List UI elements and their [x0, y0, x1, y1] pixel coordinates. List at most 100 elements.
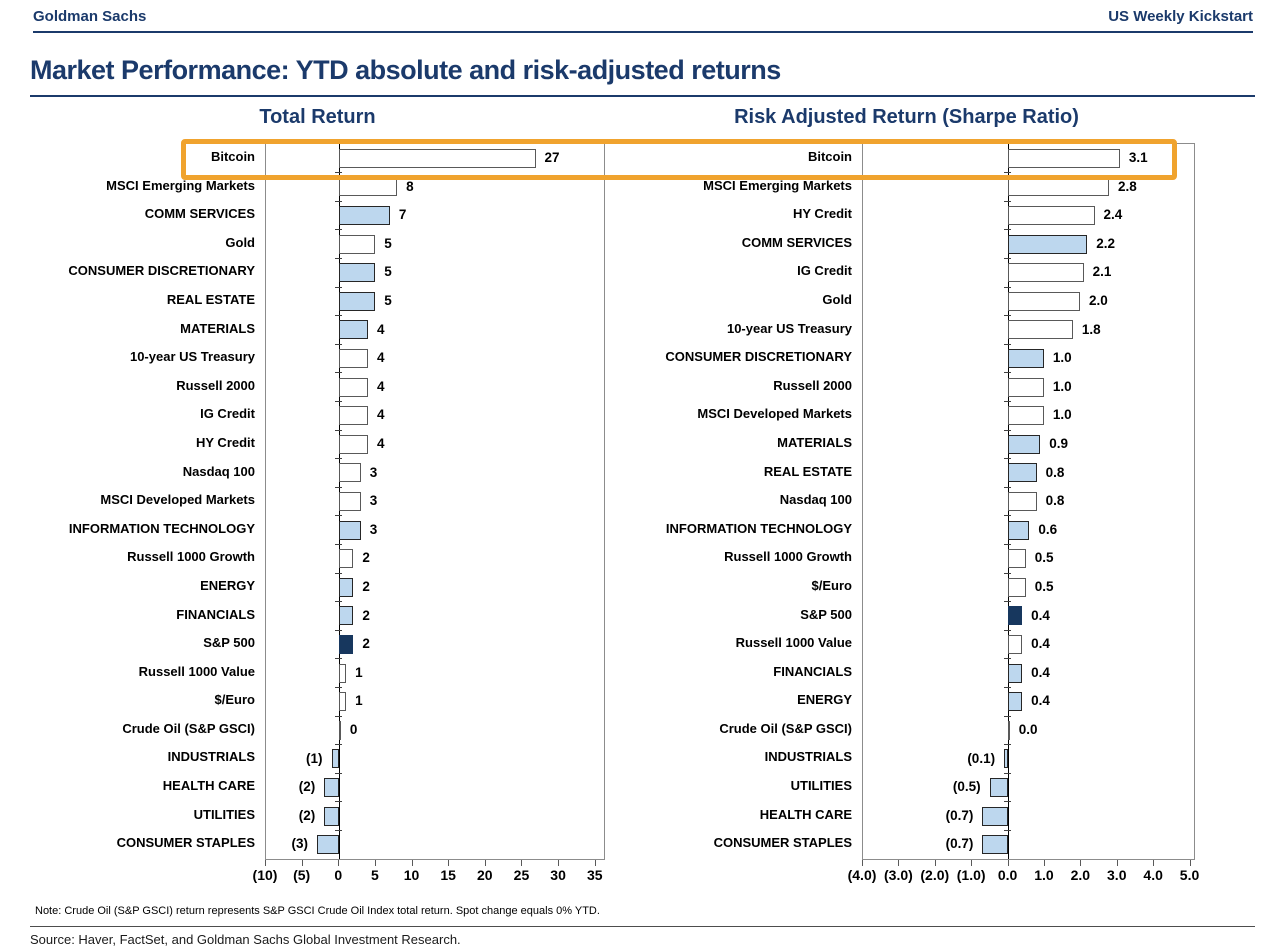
bar — [338, 520, 361, 540]
row-label: Russell 2000 — [176, 377, 255, 393]
row-label: Gold — [225, 234, 255, 250]
category-tick — [335, 629, 343, 631]
bar — [1007, 663, 1023, 683]
category-tick — [1004, 315, 1012, 317]
row-label: CONSUMER DISCRETIONARY — [665, 349, 852, 365]
category-tick — [1004, 515, 1012, 517]
x-axis-tick-label: 25 — [513, 867, 530, 883]
category-tick — [335, 543, 343, 545]
row-label: COMM SERVICES — [741, 234, 852, 250]
value-label: 0.9 — [1049, 436, 1069, 451]
value-label: 2.1 — [1092, 264, 1112, 280]
row-label: Bitcoin — [210, 149, 255, 164]
x-axis-tick-mark — [411, 860, 413, 866]
value-label: 2 — [362, 550, 370, 566]
value-label: 0.0 — [1018, 722, 1038, 737]
x-axis-tick-mark — [521, 860, 523, 866]
row-label: FINANCIALS — [176, 606, 255, 622]
row-label: HY Credit — [196, 434, 255, 450]
bar — [1007, 549, 1026, 569]
footnote-rule — [30, 926, 1255, 927]
bar — [338, 177, 398, 197]
header-brand: Goldman Sachs — [33, 8, 147, 25]
x-axis-tick-label: (4.0) — [847, 867, 877, 883]
value-label: (0.7) — [945, 836, 974, 852]
x-axis-tick-mark — [1116, 860, 1118, 866]
value-label: 4 — [376, 436, 385, 451]
chart-title: Risk Adjusted Return (Sharpe Ratio) — [734, 106, 1079, 128]
bar — [338, 663, 347, 683]
category-tick — [335, 458, 343, 460]
bar — [338, 692, 347, 712]
bar — [1004, 749, 1008, 769]
bar — [1007, 463, 1037, 483]
row-label: Bitcoin — [807, 149, 852, 164]
bar — [982, 806, 1008, 826]
row-label: CONSUMER STAPLES — [713, 835, 852, 851]
category-tick — [335, 658, 343, 660]
category-tick — [335, 372, 343, 374]
x-axis-tick-mark — [1007, 860, 1009, 866]
row-label: $/Euro — [811, 577, 852, 593]
row-label: MATERIALS — [777, 434, 852, 450]
row-label: Crude Oil (S&P GSCI) — [719, 720, 852, 736]
category-tick — [335, 400, 343, 402]
bar — [1007, 577, 1026, 597]
category-tick — [1004, 686, 1012, 688]
bar — [338, 234, 376, 254]
row-label: Nasdaq 100 — [779, 492, 852, 508]
bar — [338, 635, 354, 654]
value-label: 3 — [369, 521, 378, 537]
row-label: IG Credit — [200, 406, 255, 422]
value-label: (2) — [298, 779, 316, 795]
value-label: (3) — [291, 836, 308, 852]
row-label: INFORMATION TECHNOLOGY — [68, 520, 255, 536]
chart-total-return: Total Return Bitcoin MSCI Emerging Markets… — [30, 106, 605, 886]
x-axis-tick-label: 3.0 — [1107, 867, 1127, 883]
value-label: 0.4 — [1031, 607, 1050, 623]
bar — [1007, 349, 1044, 368]
x-axis-tick-mark — [1189, 860, 1191, 866]
row-label: Russell 1000 Growth — [724, 549, 852, 565]
bar — [338, 206, 390, 225]
value-label: 1.0 — [1052, 407, 1072, 423]
value-label: 0.4 — [1031, 693, 1050, 709]
value-label: 4 — [376, 321, 385, 337]
x-axis-tick-mark — [1080, 860, 1082, 866]
category-tick — [1004, 601, 1012, 603]
bar — [338, 263, 376, 283]
row-label: REAL ESTATE — [763, 463, 852, 479]
category-tick — [1004, 400, 1012, 402]
value-label: 1 — [355, 693, 363, 709]
value-label: 0 — [349, 722, 358, 737]
category-tick — [335, 486, 343, 488]
category-tick — [1004, 629, 1012, 631]
row-label: INDUSTRIALS — [764, 749, 852, 765]
row-label: Russell 1000 Growth — [127, 549, 255, 565]
page-title: Market Performance: YTD absolute and ris… — [30, 55, 781, 85]
value-label: (0.7) — [945, 807, 974, 823]
bar — [338, 720, 341, 740]
x-axis-tick-label: 5.0 — [1179, 867, 1200, 883]
category-tick — [1004, 343, 1012, 345]
category-tick — [335, 686, 343, 688]
category-labels-column: Bitcoin MSCI Emerging Markets HY Credit COM… — [618, 143, 862, 860]
x-axis-tick-mark — [898, 860, 900, 866]
row-label: MSCI Developed Markets — [100, 492, 255, 508]
value-label: 7 — [398, 207, 407, 223]
category-tick — [1004, 200, 1012, 202]
row-label: HEALTH CARE — [162, 778, 255, 794]
bar — [324, 806, 339, 826]
row-label: HEALTH CARE — [759, 806, 852, 822]
value-label: 3 — [369, 493, 378, 509]
category-tick — [335, 229, 343, 231]
row-label: Russell 2000 — [773, 377, 852, 393]
row-label: ENERGY — [797, 692, 852, 708]
footnote: Note: Crude Oil (S&P GSCI) return repres… — [35, 905, 600, 917]
value-label: 1.0 — [1052, 350, 1072, 366]
bar — [338, 291, 376, 311]
value-label: 1 — [355, 664, 363, 680]
bar — [1007, 206, 1095, 225]
category-tick — [1004, 229, 1012, 231]
